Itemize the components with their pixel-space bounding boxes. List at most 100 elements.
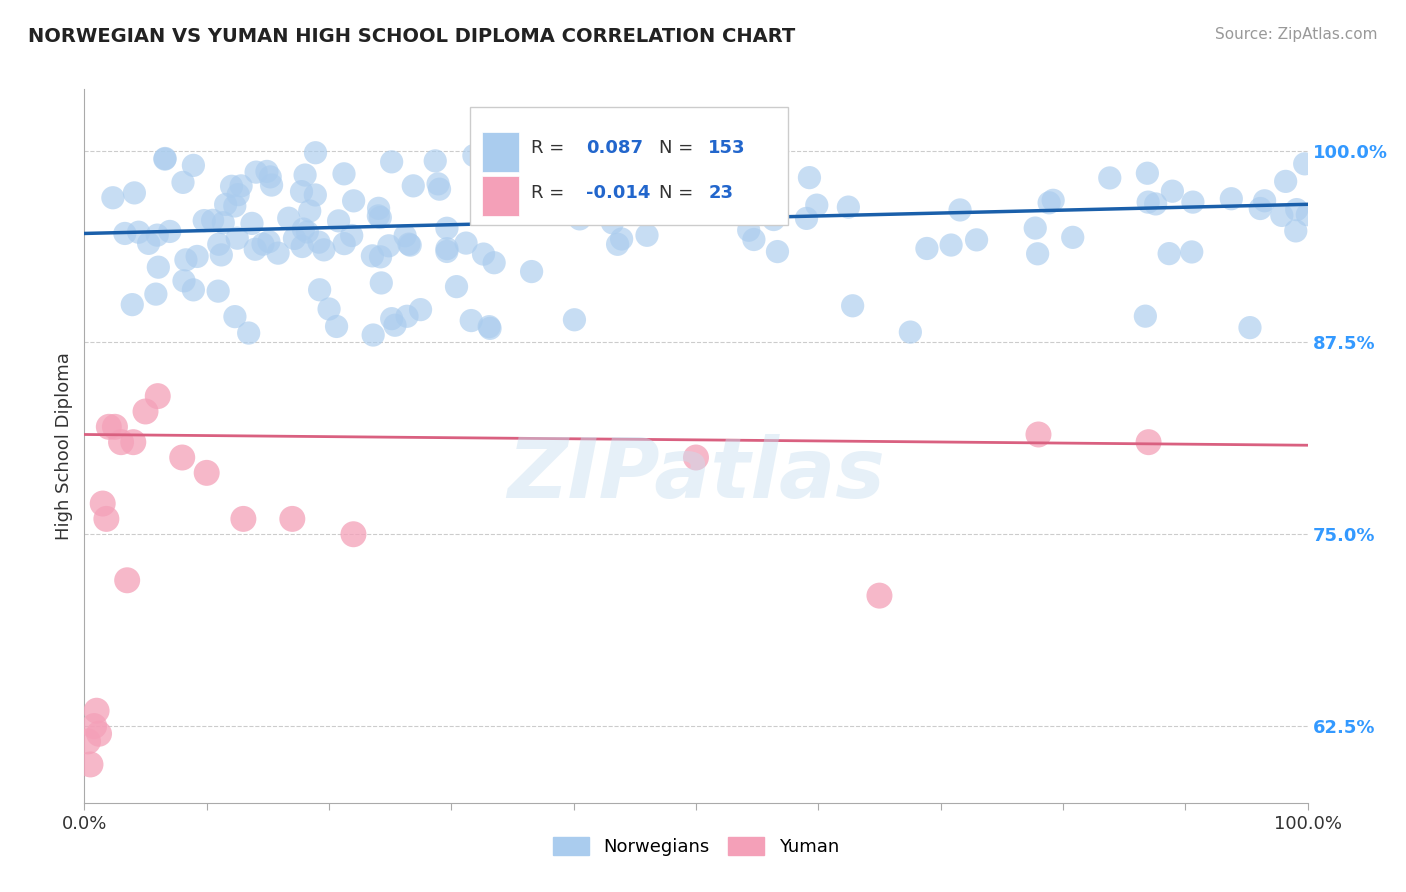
Point [308, 235, 330, 250]
Point [238, 326, 260, 340]
Point [340, 228, 363, 243]
Point [135, 404, 157, 418]
Point [436, 221, 458, 235]
Point [193, 213, 215, 227]
Point [292, 222, 315, 236]
Point [1271, 208, 1294, 222]
Point [367, 209, 389, 223]
Text: N =: N = [659, 139, 699, 157]
Point [1296, 208, 1319, 222]
Point [159, 224, 181, 238]
Point [534, 155, 557, 169]
Point [101, 191, 124, 205]
Point [370, 250, 392, 264]
Point [898, 325, 921, 339]
Point [201, 213, 224, 227]
Point [738, 223, 761, 237]
Point [949, 202, 972, 217]
Point [425, 153, 447, 168]
Point [1181, 244, 1204, 259]
Point [841, 299, 863, 313]
Point [79, 757, 101, 772]
Point [482, 256, 505, 270]
Text: 23: 23 [709, 184, 733, 202]
Point [398, 237, 420, 252]
Point [183, 158, 205, 172]
Point [146, 228, 169, 243]
Text: Source: ZipAtlas.com: Source: ZipAtlas.com [1215, 27, 1378, 42]
Point [579, 185, 602, 199]
Point [429, 182, 451, 196]
Point [298, 204, 321, 219]
Point [1137, 195, 1160, 210]
Point [259, 169, 281, 184]
Point [610, 232, 633, 246]
Point [1285, 224, 1308, 238]
Point [1161, 184, 1184, 198]
Text: NORWEGIAN VS YUMAN HIGH SCHOOL DIPLOMA CORRELATION CHART: NORWEGIAN VS YUMAN HIGH SCHOOL DIPLOMA C… [28, 27, 796, 45]
Point [277, 211, 299, 226]
Point [479, 321, 502, 335]
Point [343, 194, 366, 208]
Point [395, 310, 418, 324]
Point [207, 284, 229, 298]
Point [260, 178, 283, 192]
Point [304, 145, 326, 160]
Point [436, 244, 458, 259]
Text: R =: R = [531, 184, 569, 202]
Point [1249, 202, 1271, 216]
Point [122, 435, 145, 450]
Point [378, 239, 401, 253]
Point [208, 237, 231, 252]
Point [342, 527, 364, 541]
Point [367, 202, 389, 216]
Legend: Norwegians, Yuman: Norwegians, Yuman [544, 828, 848, 865]
Point [281, 512, 304, 526]
FancyBboxPatch shape [482, 132, 519, 171]
Point [96, 512, 118, 526]
Point [257, 235, 280, 249]
Point [436, 242, 458, 256]
Point [602, 216, 624, 230]
Point [799, 170, 821, 185]
Point [568, 211, 591, 226]
Point [172, 175, 194, 189]
Point [1062, 230, 1084, 244]
Point [1144, 197, 1167, 211]
Point [226, 187, 249, 202]
Point [564, 312, 586, 326]
Point [381, 154, 404, 169]
Point [675, 160, 697, 174]
Point [402, 178, 425, 193]
Point [224, 310, 246, 324]
Point [245, 242, 267, 256]
Point [706, 185, 728, 199]
Point [333, 236, 356, 251]
Point [224, 199, 246, 213]
Text: N =: N = [659, 184, 699, 202]
Point [138, 236, 160, 251]
Point [806, 198, 828, 212]
Point [648, 170, 671, 185]
Point [762, 212, 785, 227]
Point [221, 179, 243, 194]
Point [939, 238, 962, 252]
Point [742, 232, 765, 246]
Point [460, 313, 482, 327]
Point [446, 279, 468, 293]
Point [659, 160, 682, 174]
Text: R =: R = [531, 139, 569, 157]
Point [1159, 246, 1181, 260]
Point [183, 283, 205, 297]
Point [145, 287, 167, 301]
Point [104, 419, 127, 434]
Point [124, 186, 146, 200]
Point [409, 302, 432, 317]
Point [186, 249, 208, 263]
Point [1137, 435, 1160, 450]
Point [195, 466, 218, 480]
Point [308, 283, 330, 297]
Point [1038, 195, 1060, 210]
Point [173, 274, 195, 288]
Point [558, 149, 581, 163]
